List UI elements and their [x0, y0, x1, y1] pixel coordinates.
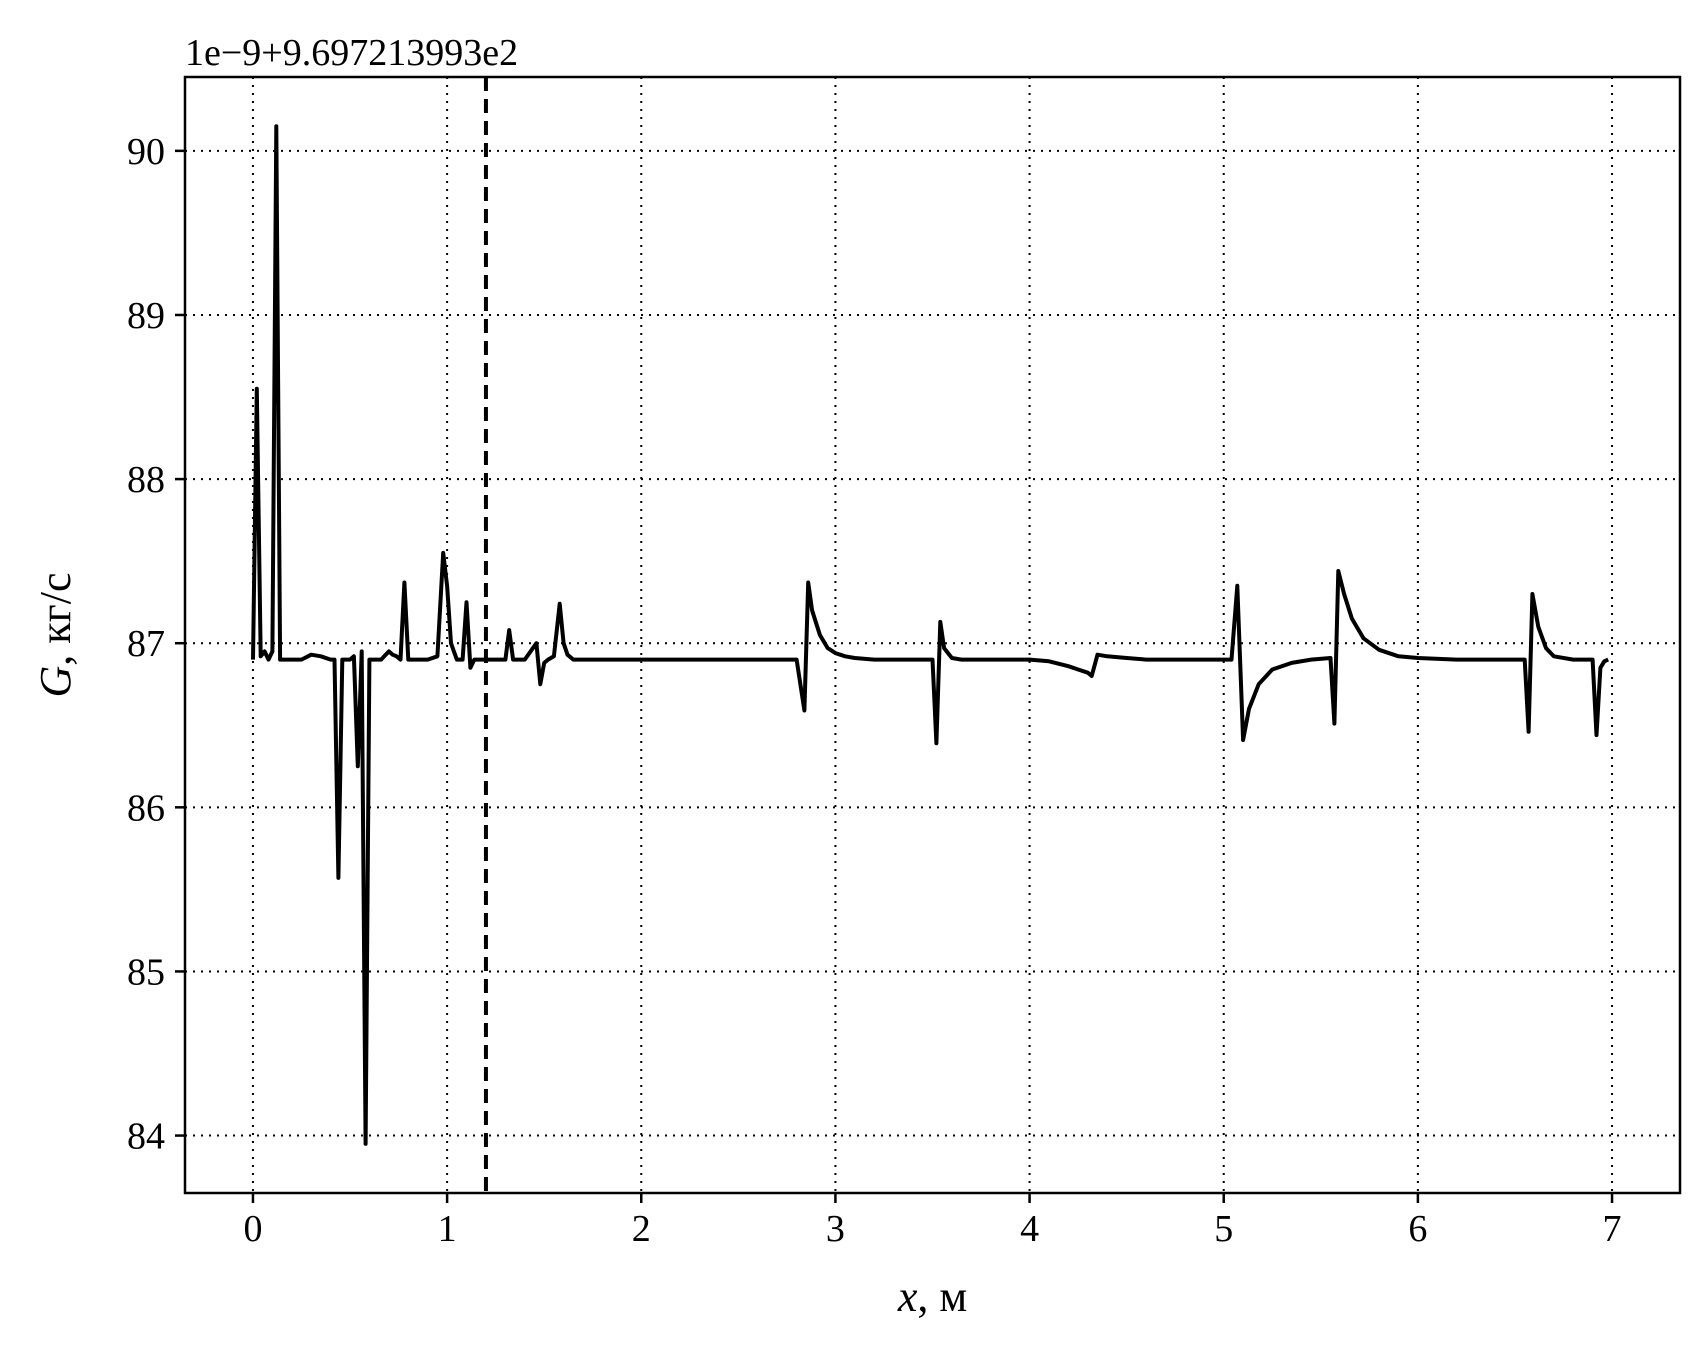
y-tick-label-5: 89	[127, 295, 165, 337]
axis-offset-text: 1e−9+9.697213993e2	[185, 32, 518, 74]
x-axis-label: x, м	[897, 1272, 967, 1321]
series-line-0	[251, 124, 1609, 1146]
y-axis-variable: G	[31, 666, 80, 698]
x-tick-label-3: 3	[826, 1208, 845, 1250]
x-tick-label-0: 0	[243, 1208, 262, 1250]
y-tick-label-2: 86	[127, 787, 165, 829]
y-tick-label-6: 90	[127, 131, 165, 173]
x-tick-label-1: 1	[438, 1208, 457, 1250]
x-axis-variable: x	[897, 1272, 918, 1321]
y-axis-label: G, кг/с	[31, 573, 80, 698]
y-tick-label-3: 87	[127, 623, 165, 665]
x-axis-unit: , м	[917, 1272, 967, 1321]
y-axis-unit: , кг/с	[31, 573, 80, 666]
grid	[185, 77, 1680, 1193]
y-tick-label-1: 85	[127, 951, 165, 993]
x-tick-label-7: 7	[1603, 1208, 1622, 1250]
ticks: 0 1 2 3 4 5 6 7 84 85 86 87 88 89 90	[127, 131, 1622, 1250]
x-tick-label-4: 4	[1020, 1208, 1039, 1250]
x-tick-label-5: 5	[1214, 1208, 1233, 1250]
x-tick-label-6: 6	[1408, 1208, 1427, 1250]
y-tick-label-4: 88	[127, 459, 165, 501]
x-tick-label-2: 2	[632, 1208, 651, 1250]
y-tick-label-0: 84	[127, 1116, 165, 1158]
data-layer	[251, 77, 1609, 1193]
plot-frame	[183, 75, 1682, 1195]
